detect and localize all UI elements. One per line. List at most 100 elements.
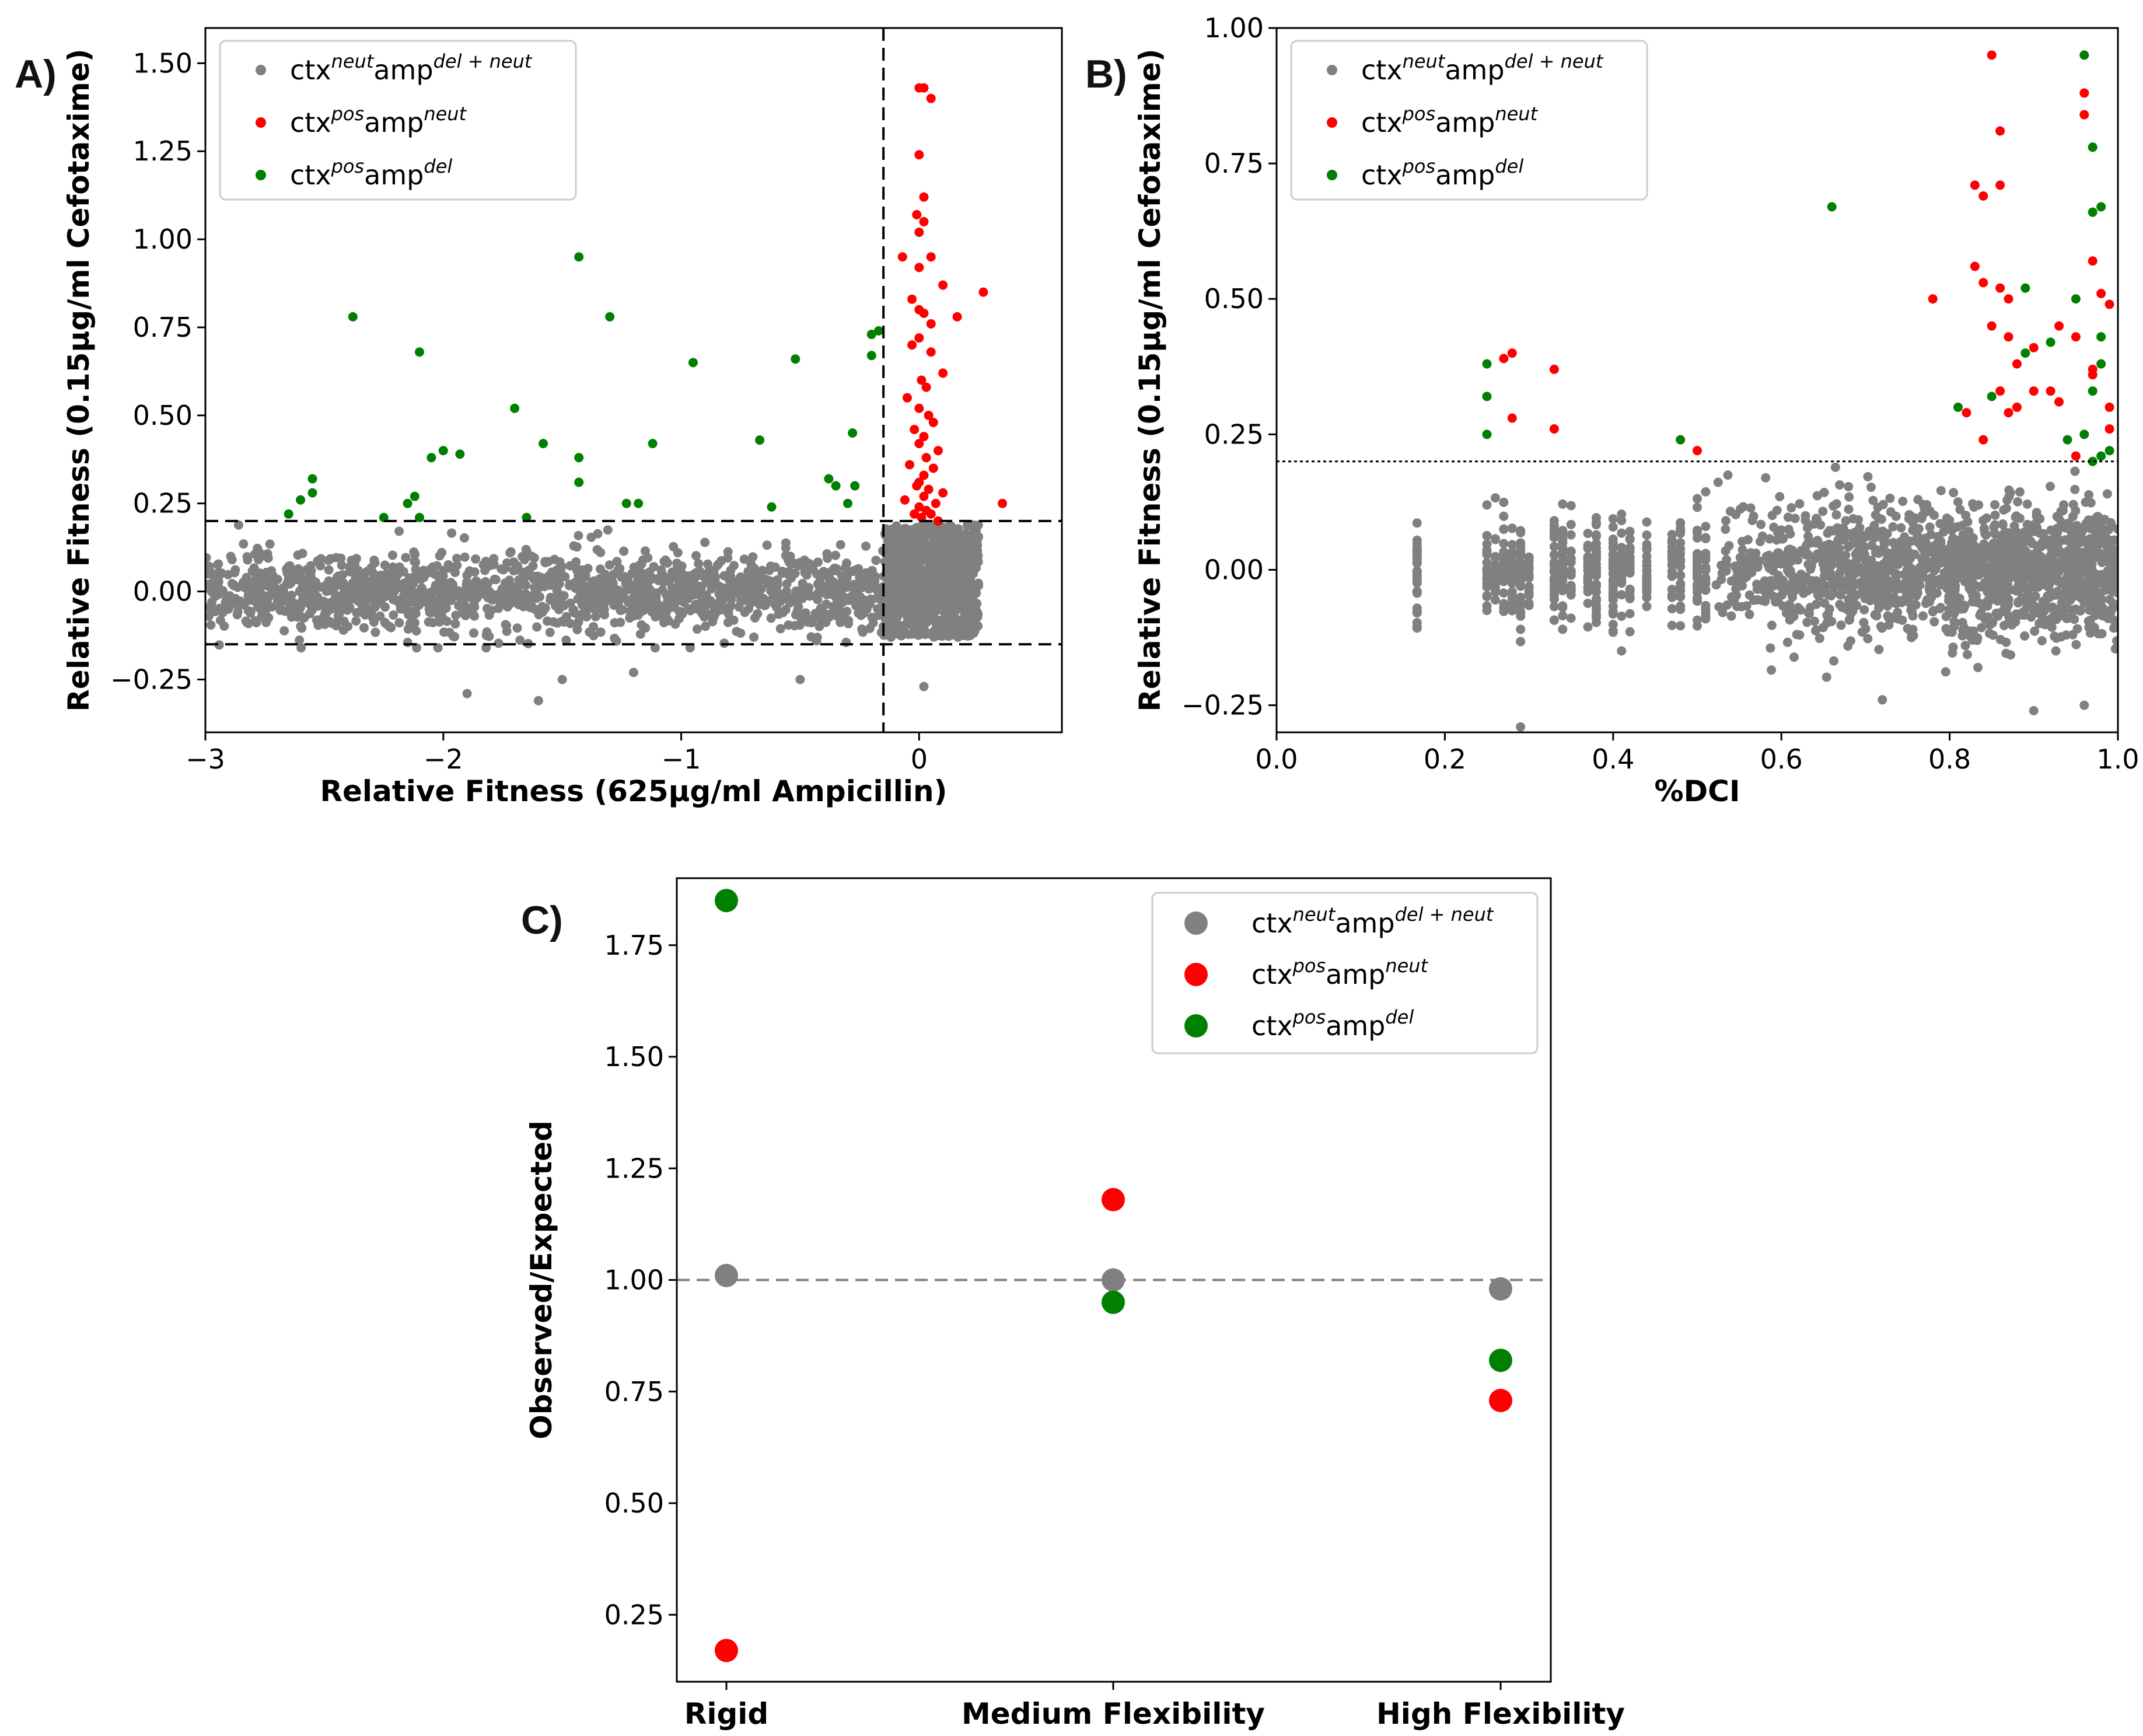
neutral-point — [1693, 551, 1702, 561]
neutral-point — [205, 561, 214, 571]
neutral-point — [1558, 624, 1568, 634]
neutral-point — [612, 557, 622, 567]
neutral-point — [516, 579, 526, 589]
data-point — [902, 393, 912, 403]
neutral-point — [502, 620, 512, 630]
neutral-point — [478, 560, 488, 570]
neutral-point — [361, 600, 370, 610]
data-point — [2088, 142, 2097, 152]
neutral-point — [1412, 587, 1422, 597]
neutral-point — [589, 621, 599, 631]
data-point — [924, 410, 934, 420]
data-point — [907, 340, 917, 350]
neutral-point — [1499, 554, 1509, 564]
neutral-point — [534, 610, 544, 620]
neutral-point — [1771, 597, 1781, 607]
neutral-point — [1778, 534, 1788, 544]
data-point — [1482, 429, 1492, 439]
y-tick-label: 1.50 — [604, 1041, 664, 1073]
legend-marker — [256, 170, 266, 180]
neutral-point — [766, 613, 776, 623]
neutral-point — [894, 562, 904, 572]
neutral-point — [2013, 598, 2023, 608]
neutral-point — [927, 613, 936, 623]
data-point — [831, 481, 841, 491]
neutral-point — [1735, 504, 1745, 514]
data-point — [1549, 364, 1559, 374]
neutral-point — [1878, 526, 1888, 536]
neutral-point — [1879, 569, 1889, 579]
neutral-point — [1558, 526, 1568, 536]
neutral-point — [1524, 598, 1534, 608]
neutral-point — [832, 599, 842, 609]
neutral-point — [1558, 582, 1568, 592]
legend-box — [1290, 40, 1648, 201]
data-point — [1827, 202, 1837, 212]
neutral-point — [1838, 535, 1848, 545]
neutral-point — [2090, 542, 2100, 551]
neutral-point — [1726, 576, 1736, 586]
data-point — [866, 351, 876, 361]
data-point — [897, 252, 907, 262]
neutral-point — [388, 562, 398, 572]
data-point — [605, 312, 615, 322]
neutral-point — [723, 609, 733, 619]
x-tick-label: 0.2 — [1424, 743, 1466, 775]
neutral-point — [1889, 598, 1899, 607]
neutral-point — [1775, 492, 1785, 502]
neutral-point — [1490, 535, 1500, 544]
neutral-point — [1870, 610, 1880, 620]
neutral-point — [469, 628, 478, 638]
neutral-point — [2007, 540, 2017, 550]
data-point — [919, 491, 929, 501]
neutral-point — [1785, 544, 1795, 554]
neutral-point — [438, 571, 448, 581]
neutral-point — [1721, 516, 1731, 526]
neutral-point — [1721, 546, 1731, 556]
data-point — [998, 498, 1008, 508]
neutral-point — [1883, 586, 1893, 596]
neutral-point — [643, 578, 653, 588]
neutral-point — [1879, 540, 1889, 550]
neutral-point — [1516, 526, 1526, 536]
y-tick-label: 1.00 — [604, 1265, 664, 1296]
neutral-point — [1873, 502, 1883, 512]
neutral-point — [1625, 543, 1635, 553]
neutral-point — [235, 596, 245, 606]
neutral-point — [1566, 613, 1576, 623]
data-point — [917, 512, 927, 522]
neutral-point — [246, 590, 256, 600]
neutral-point — [674, 614, 684, 624]
neutral-point — [414, 600, 424, 610]
neutral-point — [1507, 591, 1517, 600]
neutral-point — [1792, 574, 1802, 584]
neutral-point — [2106, 518, 2116, 528]
neutral-point — [268, 572, 278, 582]
neutral-point — [1848, 538, 1858, 548]
neutral-point — [401, 588, 411, 598]
x-axis-title: %DCI — [1655, 774, 1740, 808]
neutral-point — [1998, 606, 2008, 616]
neutral-point — [359, 623, 369, 633]
neutral-point — [1944, 591, 1954, 601]
neutral-point — [344, 586, 354, 596]
neutral-point — [1994, 546, 2004, 556]
data-point — [919, 470, 929, 480]
neutral-point — [811, 591, 821, 600]
data-point — [928, 463, 938, 473]
neutral-point — [885, 586, 895, 596]
neutral-point — [901, 570, 911, 579]
neutral-point — [1608, 579, 1618, 589]
neutral-point — [384, 586, 394, 596]
neutral-point — [1983, 587, 1992, 597]
x-axis-title: Relative Fitness (625μg/ml Ampicillin) — [320, 774, 948, 808]
data-point — [2088, 256, 2097, 266]
neutral-point — [451, 610, 461, 620]
neutral-point — [2004, 491, 2014, 501]
neutral-point — [1835, 568, 1845, 578]
neutral-point — [1608, 534, 1618, 544]
y-tick-label: 0.75 — [133, 312, 193, 343]
neutral-point — [1549, 516, 1559, 526]
y-tick-label: 0.25 — [604, 1599, 664, 1630]
neutral-point — [1819, 571, 1829, 581]
